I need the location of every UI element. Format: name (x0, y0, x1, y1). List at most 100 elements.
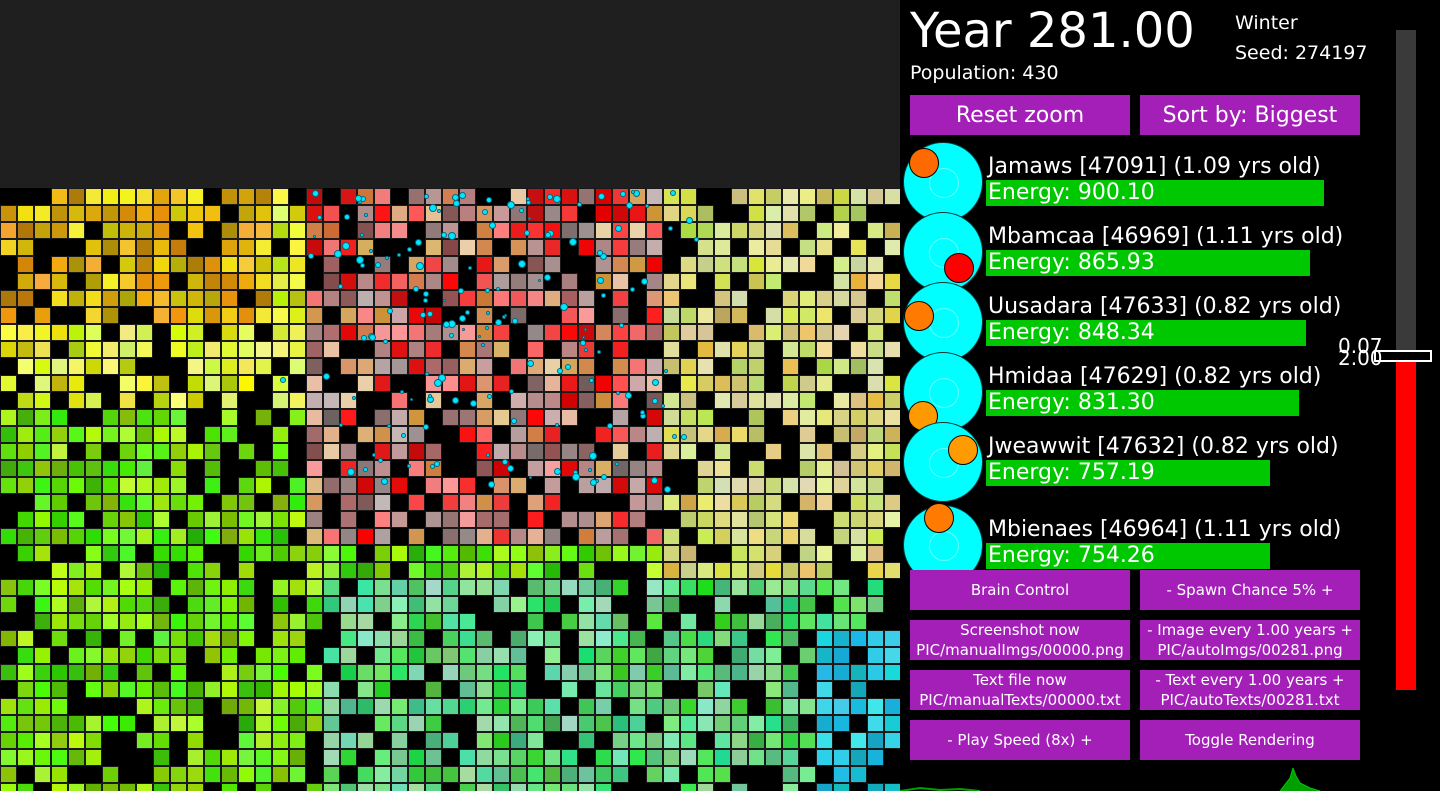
creature-dot[interactable] (664, 369, 669, 373)
terrain-tile[interactable] (374, 766, 391, 783)
terrain-tile[interactable] (714, 392, 731, 409)
terrain-tile[interactable] (51, 324, 68, 341)
terrain-tile[interactable] (425, 613, 442, 630)
terrain-tile[interactable] (697, 647, 714, 664)
terrain-tile[interactable] (442, 545, 459, 562)
terrain-tile[interactable] (340, 732, 357, 749)
terrain-tile[interactable] (680, 443, 697, 460)
terrain-tile[interactable] (663, 698, 680, 715)
terrain-tile[interactable] (884, 426, 900, 443)
terrain-tile[interactable] (34, 273, 51, 290)
terrain-tile[interactable] (374, 596, 391, 613)
terrain-tile[interactable] (255, 307, 272, 324)
spawn-chance-stepper[interactable]: - Spawn Chance 5% + (1140, 570, 1360, 610)
terrain-tile[interactable] (391, 647, 408, 664)
terrain-tile[interactable] (459, 205, 476, 222)
terrain-tile[interactable] (340, 647, 357, 664)
terrain-tile[interactable] (561, 749, 578, 766)
terrain-tile[interactable] (867, 477, 884, 494)
creature-avatar[interactable] (903, 212, 983, 292)
terrain-tile[interactable] (629, 256, 646, 273)
creature-dot[interactable] (486, 394, 492, 400)
terrain-tile[interactable] (323, 545, 340, 562)
terrain-tile[interactable] (425, 273, 442, 290)
terrain-tile[interactable] (272, 511, 289, 528)
terrain-tile[interactable] (799, 460, 816, 477)
terrain-tile[interactable] (102, 681, 119, 698)
creature-dot[interactable] (518, 207, 524, 213)
terrain-tile[interactable] (748, 477, 765, 494)
terrain-tile[interactable] (850, 613, 867, 630)
terrain-tile[interactable] (595, 324, 612, 341)
terrain-tile[interactable] (17, 443, 34, 460)
terrain-tile[interactable] (850, 528, 867, 545)
creature-dot[interactable] (333, 249, 342, 258)
terrain-tile[interactable] (272, 392, 289, 409)
terrain-tile[interactable] (255, 341, 272, 358)
terrain-tile[interactable] (561, 375, 578, 392)
terrain-tile[interactable] (17, 681, 34, 698)
creature-dot[interactable] (554, 468, 562, 476)
terrain-tile[interactable] (17, 732, 34, 749)
terrain-tile[interactable] (153, 409, 170, 426)
terrain-tile[interactable] (85, 324, 102, 341)
creature-dot[interactable] (693, 236, 699, 242)
terrain-tile[interactable] (731, 783, 748, 791)
creature-dot[interactable] (436, 209, 441, 214)
terrain-tile[interactable] (493, 273, 510, 290)
terrain-tile[interactable] (238, 732, 255, 749)
terrain-tile[interactable] (442, 290, 459, 307)
terrain-tile[interactable] (170, 715, 187, 732)
terrain-tile[interactable] (289, 409, 306, 426)
terrain-tile[interactable] (340, 511, 357, 528)
creature-dot[interactable] (354, 195, 362, 203)
terrain-tile[interactable] (663, 188, 680, 205)
creature-dot[interactable] (545, 231, 552, 238)
terrain-tile[interactable] (833, 528, 850, 545)
terrain-tile[interactable] (714, 596, 731, 613)
terrain-tile[interactable] (663, 579, 680, 596)
terrain-tile[interactable] (51, 681, 68, 698)
creature-dot[interactable] (626, 202, 634, 210)
terrain-tile[interactable] (697, 528, 714, 545)
terrain-tile[interactable] (595, 630, 612, 647)
terrain-tile[interactable] (85, 528, 102, 545)
terrain-tile[interactable] (153, 562, 170, 579)
terrain-tile[interactable] (187, 732, 204, 749)
terrain-tile[interactable] (204, 358, 221, 375)
terrain-tile[interactable] (663, 732, 680, 749)
creature-dot[interactable] (517, 259, 526, 268)
terrain-tile[interactable] (306, 715, 323, 732)
terrain-tile[interactable] (34, 681, 51, 698)
terrain-tile[interactable] (238, 494, 255, 511)
terrain-tile[interactable] (85, 426, 102, 443)
terrain-tile[interactable] (782, 715, 799, 732)
terrain-tile[interactable] (238, 664, 255, 681)
terrain-tile[interactable] (680, 783, 697, 791)
terrain-tile[interactable] (34, 222, 51, 239)
terrain-tile[interactable] (0, 460, 17, 477)
terrain-tile[interactable] (442, 647, 459, 664)
terrain-tile[interactable] (187, 749, 204, 766)
terrain-tile[interactable] (187, 188, 204, 205)
terrain-tile[interactable] (782, 358, 799, 375)
terrain-tile[interactable] (340, 443, 357, 460)
terrain-tile[interactable] (816, 324, 833, 341)
terrain-tile[interactable] (799, 426, 816, 443)
terrain-tile[interactable] (663, 307, 680, 324)
terrain-tile[interactable] (493, 766, 510, 783)
terrain-tile[interactable] (884, 511, 900, 528)
terrain-tile[interactable] (306, 545, 323, 562)
terrain-tile[interactable] (782, 698, 799, 715)
terrain-tile[interactable] (867, 545, 884, 562)
terrain-tile[interactable] (51, 528, 68, 545)
terrain-tile[interactable] (476, 494, 493, 511)
terrain-tile[interactable] (510, 290, 527, 307)
terrain-tile[interactable] (187, 324, 204, 341)
terrain-tile[interactable] (170, 698, 187, 715)
creature-dot[interactable] (607, 423, 614, 430)
creature-dot[interactable] (508, 389, 514, 395)
terrain-tile[interactable] (561, 392, 578, 409)
terrain-tile[interactable] (391, 545, 408, 562)
terrain-tile[interactable] (731, 511, 748, 528)
